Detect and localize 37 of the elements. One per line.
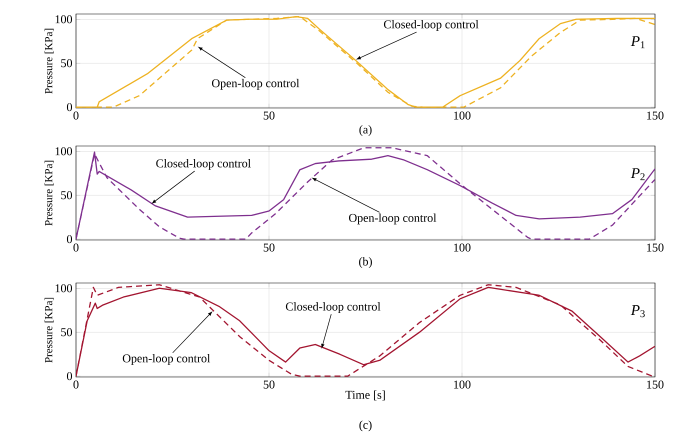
text: (a): [359, 125, 372, 136]
annotation: P$_{3}$: [630, 305, 645, 318]
x-tick-label: 150: [647, 380, 664, 389]
annotation: P$_{1}$: [630, 36, 645, 48]
y-tick-label: 100: [56, 147, 72, 156]
y-tick-label: 50: [61, 328, 72, 336]
y-tick-label: 50: [61, 191, 72, 200]
x-tick-label: 0: [73, 112, 79, 120]
text: (c): [359, 420, 372, 432]
y-tick-label: 0: [66, 235, 72, 244]
text: (b): [359, 257, 372, 268]
x-tick-label: 100: [454, 112, 471, 120]
y-tick-label: 0: [66, 372, 72, 380]
x-tick-label: 150: [647, 112, 664, 120]
annotation: Open-loop control: [212, 78, 300, 90]
y-axis-title: Pressure [KPa]: [44, 28, 54, 94]
x-axis-title: Time [s]: [346, 390, 385, 400]
annotation: Closed-loop control: [384, 20, 479, 31]
x-tick-label: 50: [264, 112, 275, 120]
annotation: Open-loop control: [122, 354, 210, 365]
x-tick-label: 0: [73, 380, 79, 389]
y-axis-title: Pressure [KPa]: [44, 160, 54, 226]
x-tick-label: 100: [454, 380, 471, 389]
x-tick-label: 50: [264, 380, 275, 389]
y-tick-label: 100: [56, 15, 72, 24]
x-tick-label: 100: [454, 244, 471, 252]
y-tick-label: 0: [66, 103, 72, 112]
x-tick-label: 0: [73, 244, 79, 252]
y-tick-label: 50: [61, 59, 72, 68]
y-axis-title: Pressure [KPa]: [44, 298, 54, 363]
annotation: Closed-loop control: [156, 159, 251, 170]
annotation: P$_{2}$: [630, 168, 645, 180]
annotation: Open-loop control: [349, 213, 436, 224]
annotation: Closed-loop control: [286, 302, 380, 314]
x-tick-label: 50: [264, 244, 275, 252]
x-tick-label: 150: [647, 244, 664, 252]
y-tick-label: 100: [56, 284, 72, 292]
